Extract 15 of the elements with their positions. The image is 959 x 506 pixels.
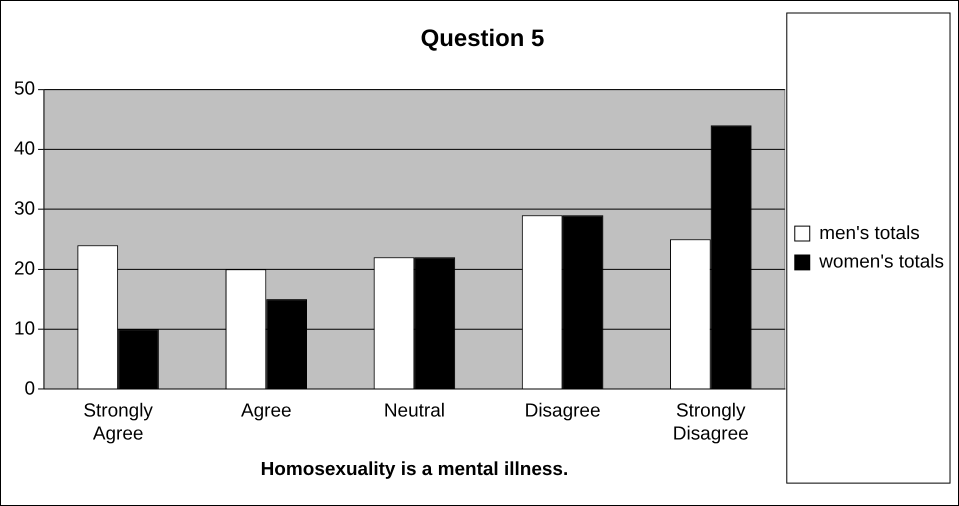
x-tick-label: Strongly Agree xyxy=(83,400,154,444)
legend-label: men's totals xyxy=(819,222,920,244)
y-tick-label: 0 xyxy=(24,378,36,400)
x-axis-title: Homosexuality is a mental illness. xyxy=(260,458,568,480)
x-tick-label: Disagree xyxy=(524,400,601,422)
y-tick-label: 20 xyxy=(14,258,36,280)
x-tick-label: Neutral xyxy=(384,400,445,422)
y-tick-label: 30 xyxy=(14,198,36,220)
legend-label: women's totals xyxy=(818,252,944,273)
x-tick-label: Strongly Disagree xyxy=(672,400,749,444)
y-tick-label: 50 xyxy=(14,78,36,100)
y-tick-label: 40 xyxy=(14,138,36,160)
y-tick-label: 10 xyxy=(14,318,36,340)
chart-title: Question 5 xyxy=(420,24,544,52)
x-tick-label: Agree xyxy=(240,400,292,422)
